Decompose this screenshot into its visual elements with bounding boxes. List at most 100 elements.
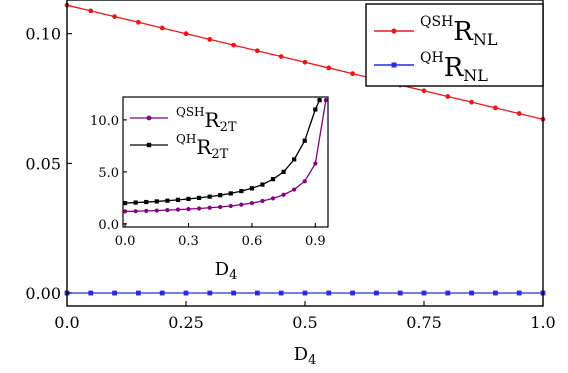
inset-y-tick-label: 0.0 <box>98 218 119 233</box>
inset-series-qsh-point <box>228 203 233 209</box>
inset-x-tick-label: 0.0 <box>115 234 136 249</box>
legend-label-qsh-rnl: QSHRNL <box>420 14 498 49</box>
inset-series-qh-point <box>123 200 128 206</box>
inset-background <box>73 92 369 287</box>
inset-series-qh-point <box>260 182 265 187</box>
main-series-qh-point <box>183 290 189 296</box>
inset-series-qsh-point <box>175 207 181 212</box>
inset-series-qh-point <box>175 197 181 202</box>
inset-y-tick-label: 5.0 <box>98 166 119 181</box>
legend-label-qh-rnl: QHRNL <box>420 50 488 85</box>
main-series-qsh-point <box>231 42 237 48</box>
main-x-tick-label: 0.0 <box>54 313 79 332</box>
legend-label-qh-r2t: QHR2T <box>176 132 229 162</box>
inset-series-qh-point <box>313 107 318 112</box>
inset-series-qsh-point <box>144 208 149 213</box>
main-series-qsh-point <box>445 94 451 99</box>
inset-series-layer <box>123 98 328 214</box>
inset-series-qh-point <box>196 195 202 200</box>
legend-entry-qh-r2t: QHR2T <box>130 132 229 162</box>
inset-plot-frame <box>122 96 329 228</box>
inset-series-qh-point <box>228 191 233 196</box>
inset-x-tick-label: 0.3 <box>178 234 199 249</box>
main-legend: QSHRNL QHRNL <box>365 3 544 87</box>
legend-entry-qsh-r2t: QSHR2T <box>130 105 237 135</box>
inset-series-qh-point <box>207 194 212 199</box>
inset-series-qsh-point <box>292 187 297 192</box>
inset-series-qsh-point <box>302 179 307 184</box>
main-series-qh-point <box>350 290 355 296</box>
main-series-qh-point <box>326 290 332 296</box>
inset-series-qsh-point <box>323 98 328 103</box>
legend-marker-qsh-r2t <box>146 115 152 121</box>
inset-series-qsh-point <box>196 206 202 211</box>
main-series-qsh-point <box>183 31 189 37</box>
inset-series-qsh-point <box>186 207 191 212</box>
legend-label-qsh-r2t: QSHR2T <box>176 105 237 135</box>
inset-series-qh-point <box>249 186 255 191</box>
main-series-qh-point <box>112 290 117 296</box>
inset-series-qh-point <box>292 157 297 162</box>
inset-series-qh-point <box>302 138 307 143</box>
inset-ticks: 0.0 0.3 0.6 0.9 0.0 5.0 10.0 <box>90 114 326 249</box>
main-series-qsh-point <box>469 99 474 105</box>
main-series-qh-point <box>374 290 379 296</box>
main-y-tick-label: 0.10 <box>25 25 61 44</box>
main-x-tick-label: 1.0 <box>530 313 555 332</box>
inset-series-qsh-point <box>123 209 128 214</box>
main-series-qsh-point <box>112 14 117 19</box>
main-series-qsh-point <box>159 25 165 31</box>
main-x-tick-label: 0.25 <box>168 313 204 332</box>
main-series-qh <box>64 290 546 296</box>
inset-series-qh-point <box>165 198 170 203</box>
inset-legend: QSHR2T QHR2T <box>130 105 237 162</box>
inset-series-qsh-point <box>207 205 212 210</box>
inset-series-qh-point <box>154 199 159 204</box>
inset-x-axis-label: D4 <box>215 259 238 283</box>
main-series-qsh-point <box>302 59 308 65</box>
inset-series-qh-point <box>270 177 276 182</box>
main-series-qh-point <box>88 290 94 296</box>
inset-series-qsh-point <box>154 208 159 213</box>
main-series-qh-point <box>493 290 498 296</box>
inset-x-tick-label: 0.6 <box>242 234 263 249</box>
main-series-qh-point <box>255 290 260 296</box>
main-x-axis-label: D4 <box>294 344 317 368</box>
inset-series-qsh-point <box>165 208 170 213</box>
inset-series-qh-point <box>239 189 244 194</box>
main-series-qh-point <box>136 290 141 296</box>
inset-x-tick-label: 0.9 <box>305 234 326 249</box>
inset-series-qsh-point <box>270 196 276 201</box>
inset-series-qsh-point <box>260 198 265 204</box>
inset-y-tick-label: 10.0 <box>90 114 119 129</box>
main-series-qsh-point <box>278 54 284 59</box>
legend-marker-qh-r2t <box>146 142 152 148</box>
legend-entry-qsh-rnl: QSHRNL <box>374 14 498 49</box>
main-series-qh-point <box>397 290 403 296</box>
main-series-qh-point <box>278 290 284 296</box>
legend-entry-qh-rnl: QHRNL <box>374 50 488 85</box>
main-series-qh-point <box>207 290 213 296</box>
inset-series-qsh <box>123 98 328 214</box>
main-series-qsh-point <box>207 37 213 42</box>
inset-series-qh <box>123 98 322 206</box>
inset-series-qh-point <box>133 200 138 205</box>
main-series-qh-point <box>302 290 308 296</box>
inset-series-qsh-point <box>281 192 286 197</box>
legend-marker-qh-rnl <box>391 62 397 68</box>
main-series-qh-point <box>421 290 427 296</box>
main-plot: 0.0 0.25 0.5 0.75 1.0 0.00 0.05 0.10 D4 QSHRNL … <box>25 0 556 368</box>
main-series-qh-point <box>159 290 165 296</box>
inset-series-qh-point <box>281 169 286 174</box>
legend-marker-qsh-rnl <box>391 28 397 34</box>
inset-series-qsh-point <box>249 200 255 206</box>
main-series-qsh-point <box>421 88 427 94</box>
inset-series-qh-point <box>144 199 149 205</box>
main-series-qh-point <box>445 290 451 296</box>
inset-plot: 0.0 0.3 0.6 0.9 0.0 5.0 10.0 D4 QSHR2T QHR2T <box>73 92 369 287</box>
main-series-qsh-point <box>326 65 332 71</box>
main-series-qsh-point <box>255 48 260 54</box>
main-series-qh-point <box>469 290 474 296</box>
